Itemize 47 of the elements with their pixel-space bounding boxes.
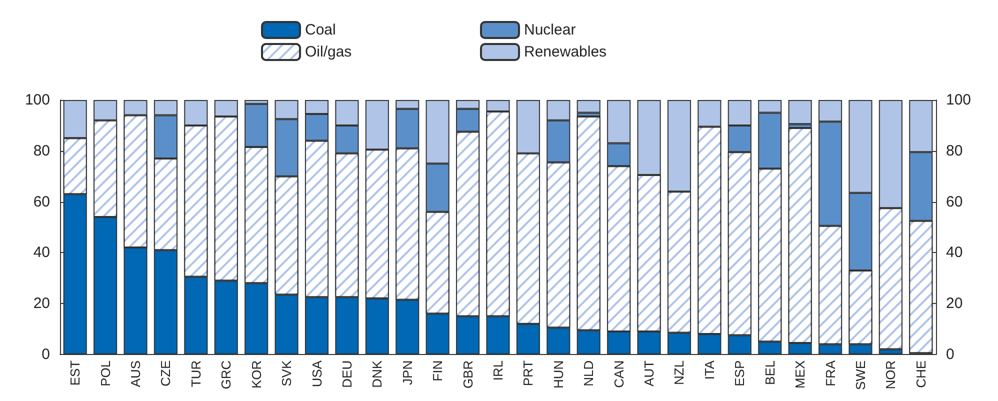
y2-tick-label: 20	[946, 295, 963, 312]
y2-tick-label: 80	[946, 142, 963, 160]
x-tick-label: USA	[309, 360, 324, 388]
x-tick-label: JPN	[400, 360, 415, 385]
x-tick-label: NOR	[883, 360, 898, 390]
x-tick-label: GRC	[218, 360, 234, 390]
bar	[576, 100, 600, 113]
x-tick-label: NZL	[672, 360, 687, 385]
x-tick-label: IRL	[490, 360, 506, 381]
legend-label: Coal	[305, 22, 336, 38]
y2-tick-label: 100	[946, 92, 972, 108]
legend-label: Nuclear	[524, 22, 576, 38]
x-tick-label: EST	[68, 360, 83, 386]
x-tick-label: HUN	[550, 360, 566, 389]
x-tick-label: DEU	[339, 360, 354, 388]
legend-label: Oil/gas	[305, 44, 352, 60]
x-tick-label: CAN	[611, 360, 626, 388]
x-tick-label: POL	[98, 360, 113, 386]
bar	[788, 100, 812, 124]
y-tick-label: 40	[33, 244, 50, 262]
x-tick-label: AUS	[128, 360, 144, 388]
x-tick-label: DNK	[370, 360, 385, 388]
x-tick-label: TUR	[188, 360, 204, 388]
x-tick-label: ESP	[732, 360, 748, 386]
y2-tick-label: 0	[946, 346, 954, 363]
x-tick-label: GBR	[460, 360, 476, 389]
y2-tick-label: 40	[946, 244, 963, 262]
x-tick-label: NLD	[581, 360, 596, 386]
y-tick-label: 100	[24, 92, 50, 108]
x-tick-label: PRT	[520, 360, 536, 386]
x-tick-label: BEL	[762, 360, 778, 385]
y-tick-label: 80	[33, 142, 50, 160]
legend-label: Renewables	[524, 44, 607, 60]
y-tick-label: 60	[33, 193, 50, 210]
x-tick-label: ITA	[702, 360, 717, 380]
x-tick-label: CZE	[158, 360, 174, 386]
y2-tick-label: 60	[946, 193, 963, 210]
x-tick-label: SVK	[279, 360, 294, 386]
x-tick-label: MEX	[792, 360, 808, 389]
x-tick-label: FIN	[430, 360, 446, 382]
x-tick-label: KOR	[248, 360, 264, 389]
x-tick-label: FRA	[822, 360, 838, 386]
y-tick-label: 0	[42, 346, 50, 363]
y-tick-label: 20	[33, 295, 50, 312]
x-tick-label: CHE	[913, 360, 928, 388]
x-tick-label: AUT	[642, 360, 657, 386]
x-tick-label: SWE	[852, 360, 868, 390]
